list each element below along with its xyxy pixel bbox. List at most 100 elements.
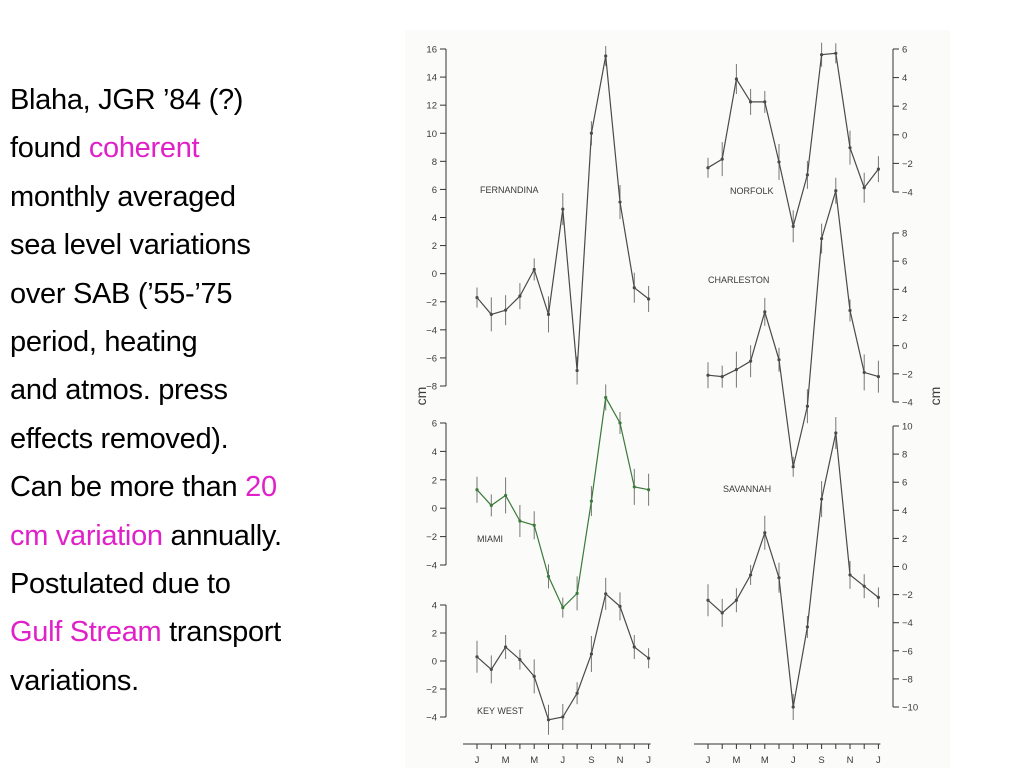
y-tick-label: 2: [902, 534, 907, 545]
text-line: and atmos. press: [10, 366, 410, 414]
text-segment: effects removed).: [10, 422, 229, 455]
highlighted-text: coherent: [88, 132, 200, 165]
y-tick-label: −2: [426, 532, 437, 543]
data-point: [791, 705, 795, 709]
data-point: [632, 485, 636, 489]
data-point: [532, 674, 536, 679]
data-point: [589, 131, 593, 135]
data-point: [489, 667, 493, 672]
data-point: [504, 645, 508, 649]
data-point: [618, 200, 622, 204]
data-point: [561, 207, 565, 211]
y-tick-label: −4: [902, 398, 913, 409]
data-point: [749, 573, 753, 577]
data-point: [647, 488, 651, 492]
data-point: [820, 53, 824, 57]
series-line: [476, 55, 649, 371]
y-tick-label: 2: [432, 475, 437, 486]
y-tick-label: 8: [432, 157, 437, 168]
data-point: [546, 574, 551, 578]
data-point: [876, 167, 880, 171]
data-point: [604, 592, 608, 596]
y-tick-label: −4: [426, 561, 437, 572]
data-point: [632, 645, 636, 649]
data-point: [763, 531, 767, 535]
text-line: sea level variations: [10, 221, 410, 269]
y-tick-label: 8: [902, 450, 907, 461]
y-tick-label: −2: [902, 369, 913, 380]
x-tick-label: N: [617, 755, 624, 766]
y-tick-label: −10: [902, 703, 918, 714]
text-segment: found: [10, 132, 89, 165]
y-tick-label: 4: [432, 213, 437, 224]
text-line: variations.: [10, 657, 410, 705]
data-point: [475, 295, 479, 300]
data-point: [876, 595, 880, 600]
x-tick-label: M: [732, 755, 740, 766]
text-segment: transport: [161, 616, 281, 649]
data-point: [805, 404, 809, 408]
y-tick-label: 2: [902, 102, 907, 113]
series-line: [707, 52, 879, 227]
data-point: [749, 100, 753, 104]
x-tick-label: J: [646, 755, 651, 766]
data-point: [518, 294, 522, 298]
data-point: [848, 573, 852, 577]
data-point: [489, 503, 493, 507]
text-segment: annually.: [162, 519, 282, 552]
data-point: [647, 297, 651, 301]
y-tick-label: 0: [432, 269, 437, 280]
data-point: [791, 465, 795, 469]
text-segment: variations.: [10, 664, 139, 697]
data-point: [706, 166, 710, 170]
x-tick-label: J: [791, 755, 796, 766]
data-point: [561, 606, 565, 610]
text-segment: period, heating: [10, 326, 198, 359]
text-segment: and atmos. press: [10, 374, 228, 407]
data-point: [834, 431, 838, 435]
data-point: [546, 312, 551, 316]
data-point: [805, 173, 809, 177]
data-point: [618, 604, 622, 609]
station-title: SAVANNAH: [723, 484, 771, 494]
y-axis-label: cm: [927, 387, 943, 406]
y-tick-label: 6: [432, 185, 437, 196]
data-point: [834, 51, 838, 55]
y-tick-label: 6: [902, 257, 907, 268]
data-point: [720, 375, 724, 379]
y-tick-label: 0: [902, 130, 907, 141]
x-tick-label: J: [475, 755, 480, 766]
y-tick-label: −8: [426, 382, 437, 393]
text-line: Can be more than 20: [10, 463, 410, 511]
y-tick-label: 2: [432, 629, 437, 640]
x-tick-label: N: [847, 755, 854, 766]
y-tick-label: −4: [902, 618, 913, 629]
highlighted-text: Gulf Stream: [10, 616, 162, 649]
data-point: [734, 368, 738, 372]
y-tick-label: 0: [902, 562, 907, 573]
y-tick-label: 6: [432, 419, 437, 430]
text-segment: Can be more than: [10, 471, 246, 504]
y-tick-label: 8: [902, 229, 907, 240]
highlighted-text: 20: [245, 471, 277, 504]
data-point: [618, 421, 622, 425]
y-tick-label: 4: [432, 447, 437, 458]
data-point: [706, 373, 710, 377]
station-title: NORFOLK: [730, 186, 774, 196]
y-tick-label: 6: [902, 478, 907, 489]
text-line: monthly averaged: [10, 173, 410, 221]
data-point: [791, 224, 795, 228]
y-tick-label: 4: [902, 506, 907, 517]
data-point: [504, 308, 508, 312]
data-point: [518, 519, 522, 523]
y-tick-label: 14: [426, 73, 437, 84]
data-point: [734, 598, 738, 602]
data-point: [504, 493, 508, 498]
x-tick-label: J: [876, 755, 881, 766]
y-tick-label: 10: [902, 422, 913, 433]
data-point: [848, 308, 852, 313]
data-point: [820, 237, 824, 241]
data-point: [876, 375, 880, 379]
y-tick-label: −2: [902, 159, 913, 170]
y-tick-label: 4: [432, 601, 437, 612]
